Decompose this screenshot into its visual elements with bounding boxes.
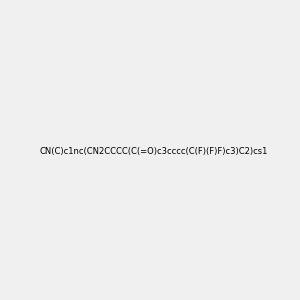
Text: CN(C)c1nc(CN2CCCC(C(=O)c3cccc(C(F)(F)F)c3)C2)cs1: CN(C)c1nc(CN2CCCC(C(=O)c3cccc(C(F)(F)F)c…	[40, 147, 268, 156]
